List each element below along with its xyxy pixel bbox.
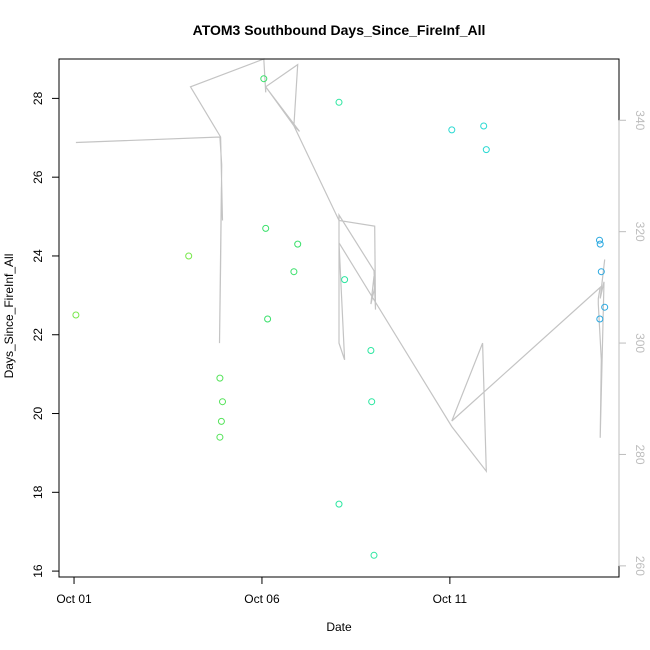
x-tick-label-3: Oct 11 [433, 592, 468, 606]
data-point-8 [262, 224, 270, 232]
data-point-19 [480, 122, 488, 130]
y2-tick-label-260: 260 [633, 556, 647, 576]
data-point-9 [264, 315, 272, 323]
data-point-17 [370, 551, 378, 559]
chart-title: ATOM3 Southbound Days_Since_FireInf_All [193, 22, 486, 38]
x-tick-label-1: Oct 01 [56, 592, 92, 606]
data-point-6 [219, 398, 226, 406]
y-tick-label-28: 28 [31, 91, 45, 105]
x-axis-title: Date [326, 620, 352, 634]
data-point-4 [216, 433, 224, 441]
data-point-3 [216, 374, 224, 382]
data-point-16 [368, 398, 376, 406]
y-tick-label-24: 24 [31, 249, 45, 263]
data-point-24 [596, 315, 604, 323]
data-point-22 [596, 240, 604, 248]
y2-tick-label-340: 340 [633, 110, 647, 130]
data-point-5 [217, 417, 225, 425]
data-point-1 [72, 311, 80, 319]
x-tick-label-2: Oct 06 [244, 592, 280, 606]
x-axis: Oct 01 Oct 06 Oct 11 [56, 576, 468, 606]
data-point-12 [335, 98, 343, 106]
points-layer [72, 75, 609, 559]
data-point-18 [448, 126, 456, 134]
y-axis-left: 16 18 20 22 24 26 28 [31, 91, 60, 578]
data-point-10 [290, 268, 298, 276]
y-axis-right: 260 280 300 320 340 [618, 110, 647, 576]
y-tick-label-20: 20 [31, 407, 45, 421]
y-tick-label-22: 22 [31, 328, 45, 342]
y-tick-label-16: 16 [31, 564, 45, 578]
y-axis-title: Days_Since_FireInf_All [2, 254, 16, 379]
y2-tick-label-320: 320 [633, 222, 647, 242]
y-tick-label-26: 26 [31, 170, 45, 184]
y2-tick-label-300: 300 [633, 333, 647, 353]
data-point-25 [601, 303, 609, 311]
data-point-21 [596, 236, 603, 244]
data-point-14 [341, 276, 349, 284]
secondary-series-line [75, 58, 606, 474]
data-point-13 [335, 500, 343, 508]
secondary-series-layer [75, 58, 606, 474]
data-point-23 [597, 268, 605, 276]
y-tick-label-18: 18 [31, 485, 45, 499]
data-point-11 [294, 240, 302, 248]
data-point-20 [482, 146, 490, 154]
y2-tick-label-280: 280 [633, 444, 647, 464]
data-point-7 [260, 75, 268, 83]
data-point-15 [367, 347, 375, 354]
data-point-2 [185, 252, 193, 260]
